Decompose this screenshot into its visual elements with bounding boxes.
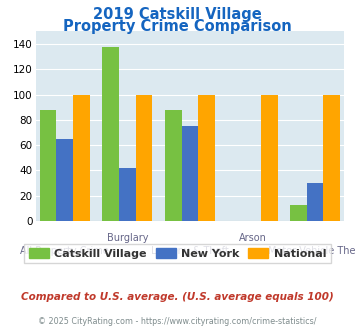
Bar: [165, 110, 181, 221]
Text: Burglary: Burglary: [106, 233, 148, 243]
Bar: [261, 95, 278, 221]
Bar: [181, 126, 198, 221]
Text: Arson: Arson: [239, 233, 267, 243]
Bar: [102, 47, 119, 221]
Text: Property Crime Comparison: Property Crime Comparison: [63, 19, 292, 34]
Bar: [290, 205, 307, 221]
Bar: [119, 168, 136, 221]
Text: 2019 Catskill Village: 2019 Catskill Village: [93, 7, 262, 21]
Bar: [73, 95, 90, 221]
Bar: [56, 139, 73, 221]
Bar: [323, 95, 340, 221]
Text: All Property Crime: All Property Crime: [20, 246, 109, 256]
Legend: Catskill Village, New York, National: Catskill Village, New York, National: [24, 244, 331, 263]
Bar: [198, 95, 215, 221]
Text: Motor Vehicle Theft: Motor Vehicle Theft: [268, 246, 355, 256]
Bar: [136, 95, 152, 221]
Text: © 2025 CityRating.com - https://www.cityrating.com/crime-statistics/: © 2025 CityRating.com - https://www.city…: [38, 317, 317, 326]
Bar: [307, 183, 323, 221]
Bar: [40, 110, 56, 221]
Text: Larceny & Theft: Larceny & Theft: [151, 246, 229, 256]
Text: Compared to U.S. average. (U.S. average equals 100): Compared to U.S. average. (U.S. average …: [21, 292, 334, 302]
